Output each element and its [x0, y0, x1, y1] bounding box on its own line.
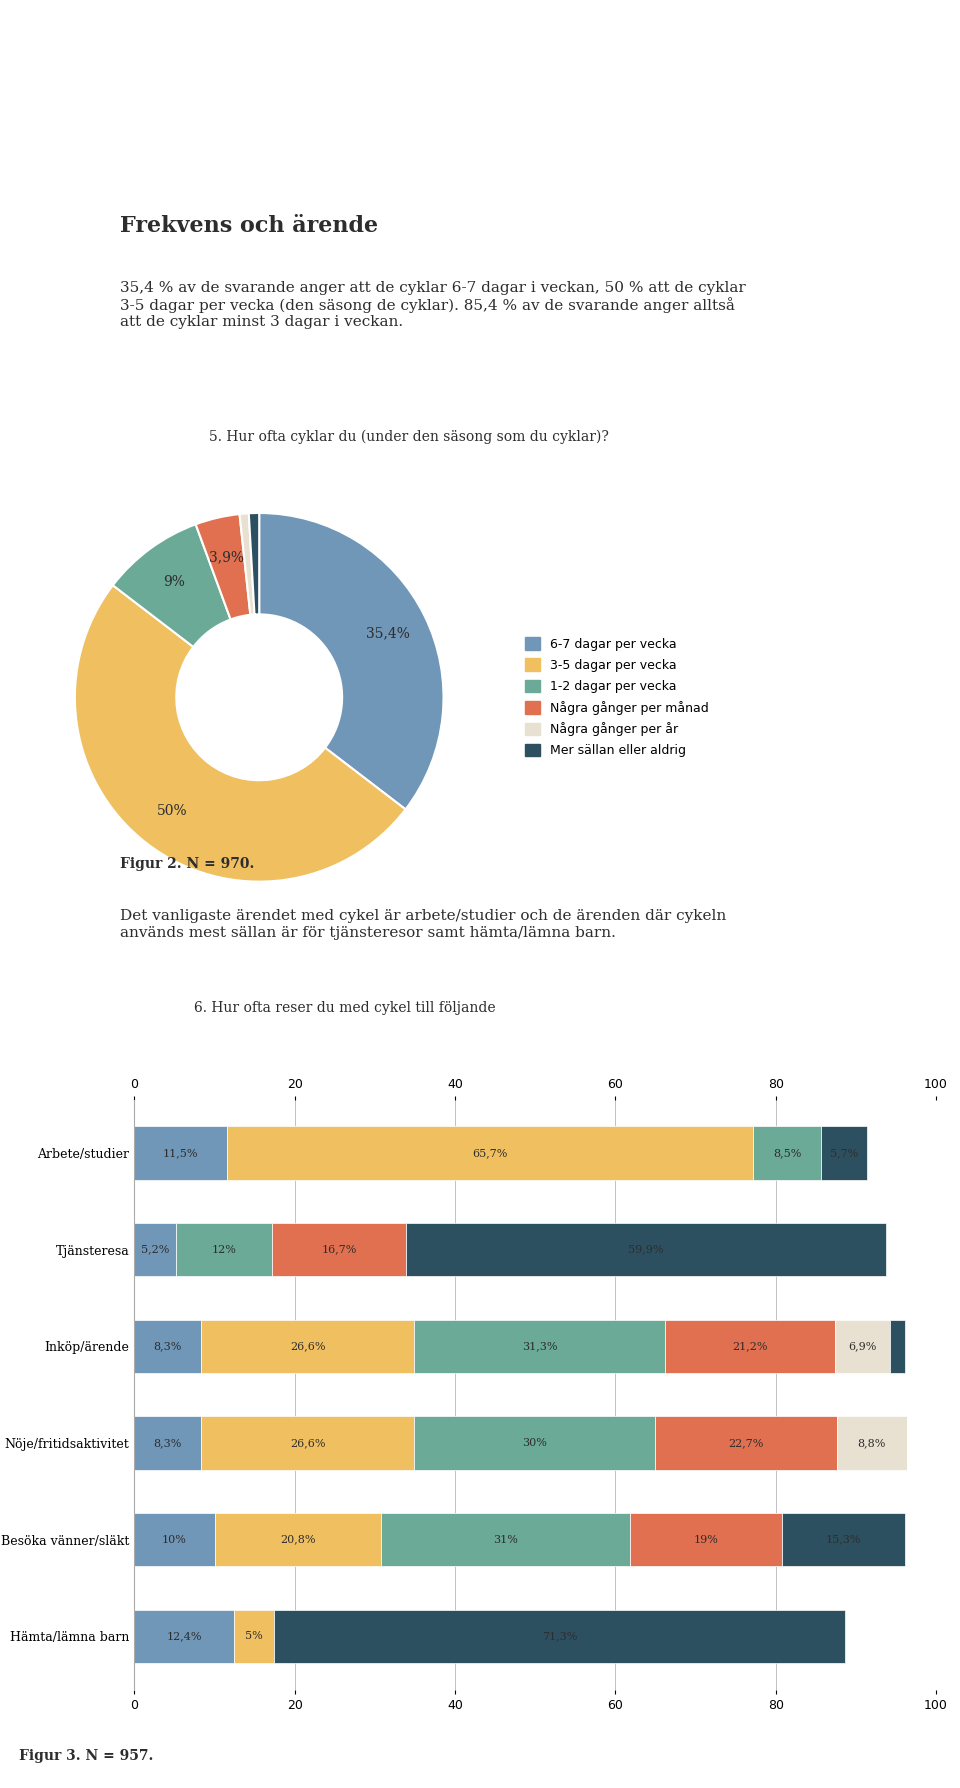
Text: 65,7%: 65,7% — [472, 1148, 508, 1159]
Wedge shape — [249, 513, 259, 615]
Bar — [134, 1416, 201, 1470]
Bar — [227, 1126, 754, 1180]
Text: 16,7%: 16,7% — [322, 1244, 357, 1255]
Bar — [381, 1513, 630, 1566]
Bar — [782, 1513, 904, 1566]
Text: 20,8%: 20,8% — [280, 1534, 316, 1545]
Text: 15,3%: 15,3% — [826, 1534, 861, 1545]
Wedge shape — [259, 513, 444, 810]
Bar — [273, 1223, 406, 1277]
Text: 8,3%: 8,3% — [154, 1438, 181, 1448]
Text: 12%: 12% — [212, 1244, 236, 1255]
Bar — [234, 1609, 274, 1663]
Bar — [665, 1320, 835, 1373]
Wedge shape — [240, 513, 254, 615]
Text: 5,7%: 5,7% — [830, 1148, 858, 1159]
Text: 30%: 30% — [522, 1438, 547, 1448]
Text: 59,9%: 59,9% — [629, 1244, 664, 1255]
Bar — [754, 1126, 822, 1180]
Bar — [201, 1320, 414, 1373]
Text: 5%: 5% — [245, 1631, 263, 1641]
Text: 11,5%: 11,5% — [163, 1148, 199, 1159]
Bar — [134, 1513, 215, 1566]
Text: 22,7%: 22,7% — [728, 1438, 763, 1448]
Text: 8,5%: 8,5% — [773, 1148, 802, 1159]
Text: Det vanligaste ärendet med cykel är arbete/studier och de ärenden där cykeln
anv: Det vanligaste ärendet med cykel är arbe… — [120, 910, 727, 939]
Text: 9%: 9% — [163, 574, 185, 588]
Text: 31,3%: 31,3% — [522, 1341, 558, 1352]
Text: 6. Hur ofta reser du med cykel till följande: 6. Hur ofta reser du med cykel till följ… — [194, 1001, 496, 1014]
Bar — [134, 1609, 234, 1663]
Bar — [201, 1416, 414, 1470]
Text: 8,8%: 8,8% — [857, 1438, 886, 1448]
Text: 5. Hur ofta cyklar du (under den säsong som du cyklar)?: 5. Hur ofta cyklar du (under den säsong … — [209, 429, 610, 443]
Text: 26,6%: 26,6% — [290, 1341, 325, 1352]
Text: Frekvens och ärende: Frekvens och ärende — [120, 215, 378, 236]
Text: 10%: 10% — [162, 1534, 187, 1545]
Bar — [176, 1223, 273, 1277]
Text: 5,2%: 5,2% — [141, 1244, 169, 1255]
Text: 31%: 31% — [493, 1534, 518, 1545]
Bar — [414, 1320, 665, 1373]
Text: 71,3%: 71,3% — [542, 1631, 577, 1641]
Bar — [630, 1513, 782, 1566]
Bar — [134, 1126, 227, 1180]
Text: Figur 2. N = 970.: Figur 2. N = 970. — [120, 856, 254, 871]
Bar — [134, 1320, 201, 1373]
Bar — [890, 1320, 904, 1373]
Legend: 6-7 dagar per vecka, 3-5 dagar per vecka, 1-2 dagar per vecka, Några gånger per : 6-7 dagar per vecka, 3-5 dagar per vecka… — [519, 631, 715, 763]
Text: 35,4%: 35,4% — [366, 626, 410, 640]
Bar — [406, 1223, 886, 1277]
Bar — [414, 1416, 655, 1470]
Wedge shape — [113, 524, 230, 647]
Text: 35,4 % av de svarande anger att de cyklar 6-7 dagar i veckan, 50 % att de cyklar: 35,4 % av de svarande anger att de cykla… — [120, 281, 746, 329]
Bar — [215, 1513, 381, 1566]
Text: 26,6%: 26,6% — [290, 1438, 325, 1448]
Text: 8,3%: 8,3% — [154, 1341, 181, 1352]
Text: 50%: 50% — [156, 805, 187, 819]
Text: 21,2%: 21,2% — [732, 1341, 768, 1352]
Text: 12,4%: 12,4% — [166, 1631, 202, 1641]
Wedge shape — [196, 515, 251, 619]
Text: Figur 3. N = 957.: Figur 3. N = 957. — [19, 1749, 154, 1763]
Bar — [274, 1609, 846, 1663]
Bar — [836, 1416, 907, 1470]
Text: 19%: 19% — [693, 1534, 718, 1545]
Bar — [835, 1320, 890, 1373]
Wedge shape — [75, 585, 405, 881]
Bar — [655, 1416, 836, 1470]
Bar — [822, 1126, 867, 1180]
Bar — [134, 1223, 176, 1277]
Text: 6,9%: 6,9% — [849, 1341, 876, 1352]
Text: 3,9%: 3,9% — [209, 551, 244, 565]
